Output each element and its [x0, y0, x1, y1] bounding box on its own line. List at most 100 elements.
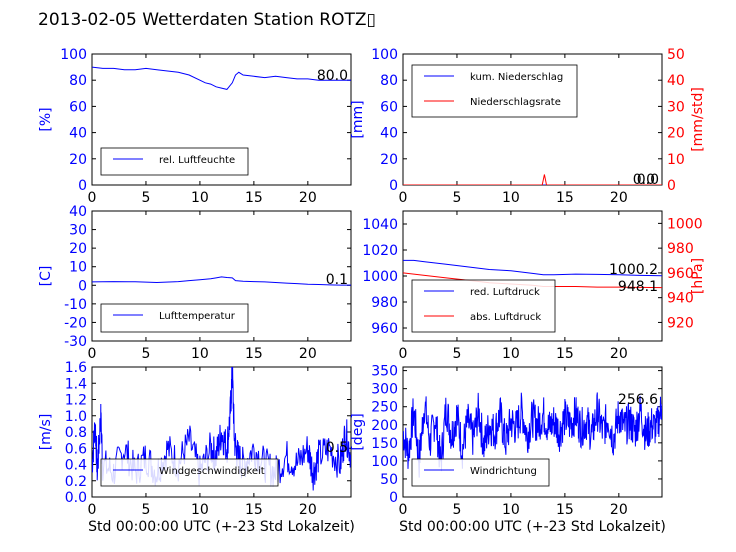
y-tick-label: 1.6: [65, 360, 87, 376]
x-tick-label: 0: [88, 502, 97, 518]
value-box: 256.6: [618, 392, 658, 408]
y-axis-label: [mm]: [350, 100, 366, 138]
plot-frame: [91, 210, 352, 342]
plot-frame: [91, 53, 352, 186]
y-tick-label: 350: [371, 364, 398, 380]
y2-axis-label: [mm/std]: [690, 87, 706, 152]
series-line-windrichtung: [403, 392, 662, 478]
x-tick-label: 0: [399, 346, 408, 362]
y2-tick-label: 920: [667, 315, 694, 331]
x-tick-label: 20: [610, 502, 628, 518]
x-tick-label: 5: [452, 190, 461, 206]
legend-label: Niederschlagsrate: [470, 97, 561, 108]
y-axis-label: [%]: [38, 107, 54, 131]
chart-title: 2013-02-05 Wetterdaten Station ROTZ▯: [38, 10, 376, 30]
y-tick-label: 20: [380, 152, 398, 168]
y-tick-label: 250: [371, 400, 398, 416]
x-tick-label: 5: [452, 346, 461, 362]
x-tick-label: 20: [610, 346, 628, 362]
legend-box: [411, 458, 550, 487]
y-tick-label: 50: [380, 472, 398, 488]
y-tick-label: 1020: [362, 243, 398, 259]
y-tick-label: 80: [380, 73, 398, 89]
x-tick-label: 0: [399, 190, 408, 206]
y-tick-label: 0.2: [65, 474, 87, 490]
legend-box: [411, 279, 556, 333]
x-tick-label: 0: [399, 502, 408, 518]
x-tick-label: 5: [452, 502, 461, 518]
value-box: 0.1: [326, 272, 348, 288]
y2-tick-label: 40: [667, 73, 685, 89]
x-axis-label: Std 00:00:00 UTC (+-23 Std Lokalzeit): [399, 519, 666, 535]
value-box: 0.0: [633, 172, 655, 188]
x-tick-label: 0: [88, 190, 97, 206]
y-axis-label: [m/s]: [38, 414, 54, 451]
panel-precip: 0 5 10 15 20 0 20 40 60 80 100 0 10 20 30 40 50 [mm] [mm/s…: [350, 47, 706, 206]
y-tick-label: 1.0: [65, 409, 87, 425]
y-tick-label: -20: [64, 315, 87, 331]
y-tick-label: 100: [60, 47, 87, 63]
panel-temperature: 0 5 10 15 20 -30 -20 -10 0 10 20 30 40 [C] Lufttempera…: [38, 204, 352, 362]
value-box-secondary: 948.1: [618, 279, 658, 295]
x-tick-label: 20: [299, 502, 317, 518]
y-tick-label: 0: [78, 278, 87, 294]
x-tick-label: 10: [502, 502, 520, 518]
y2-tick-label: 1000: [667, 216, 703, 232]
y-axis-label: [deg]: [350, 413, 366, 450]
y-tick-label: 0.0: [65, 490, 87, 506]
x-tick-label: 5: [141, 190, 150, 206]
x-tick-label: 5: [141, 502, 150, 518]
y-tick-label: 150: [371, 436, 398, 452]
y-tick-label: 0.6: [65, 441, 87, 457]
legend-box: [100, 458, 279, 487]
y-tick-label: 40: [380, 126, 398, 142]
series-line-niederschlagsrate: [403, 174, 662, 185]
x-tick-label: 20: [299, 190, 317, 206]
y2-tick-label: 20: [667, 126, 685, 142]
x-tick-label: 5: [141, 346, 150, 362]
x-tick-label: 20: [299, 346, 317, 362]
series-line-rel-luftfeuchte: [92, 66, 351, 90]
y-tick-label: 0: [389, 490, 398, 506]
value-box: 1000.2: [609, 262, 658, 278]
y-tick-label: 300: [371, 382, 398, 398]
x-axis-label: Std 00:00:00 UTC (+-23 Std Lokalzeit): [88, 519, 355, 535]
series-line-red-luftdruck: [403, 259, 662, 277]
value-box-secondary: 0.0: [637, 172, 659, 188]
legend-label: Windgeschwindigkeit: [159, 466, 265, 477]
legend-label: kum. Niederschlag: [470, 72, 563, 83]
y-tick-label: 80: [69, 73, 87, 89]
y-tick-label: 0: [389, 178, 398, 194]
y-tick-label: 1040: [362, 217, 398, 233]
x-tick-label: 15: [556, 502, 574, 518]
x-tick-label: 15: [556, 190, 574, 206]
legend-label: rel. Luftfeuchte: [159, 155, 235, 166]
y-tick-label: 100: [371, 47, 398, 63]
y-tick-label: 0: [78, 178, 87, 194]
y2-tick-label: 30: [667, 99, 685, 115]
legend-box: [100, 147, 249, 176]
series-line-windgeschwindigkeit: [92, 367, 351, 491]
y-tick-label: -10: [64, 297, 87, 313]
x-tick-label: 20: [610, 190, 628, 206]
y-tick-label: 30: [69, 223, 87, 239]
x-tick-label: 10: [191, 502, 209, 518]
panel-humidity: 0 5 10 15 20 0 20 40 60 80 100 [%] rel. Luftfeuchte 8…: [38, 47, 352, 206]
y2-tick-label: 10: [667, 152, 685, 168]
y-axis-label: [C]: [38, 266, 54, 287]
x-tick-label: 15: [245, 190, 263, 206]
value-box: 80.0: [317, 68, 348, 84]
x-tick-label: 10: [502, 346, 520, 362]
x-tick-label: 10: [191, 346, 209, 362]
y-tick-label: 40: [69, 204, 87, 220]
y-tick-label: 0.4: [65, 458, 87, 474]
y2-axis-label: [hPa]: [690, 258, 706, 294]
panel-wind-speed: 0 5 10 15 20 0.00.20.40.60.81.01.21.41.6 [m/s]…: [38, 360, 355, 535]
y2-tick-label: 50: [667, 47, 685, 63]
y-tick-label: 100: [371, 454, 398, 470]
y2-tick-label: 0: [667, 178, 676, 194]
y-tick-label: 960: [371, 321, 398, 337]
y-tick-label: 40: [69, 126, 87, 142]
value-box: 0.5: [326, 440, 348, 456]
